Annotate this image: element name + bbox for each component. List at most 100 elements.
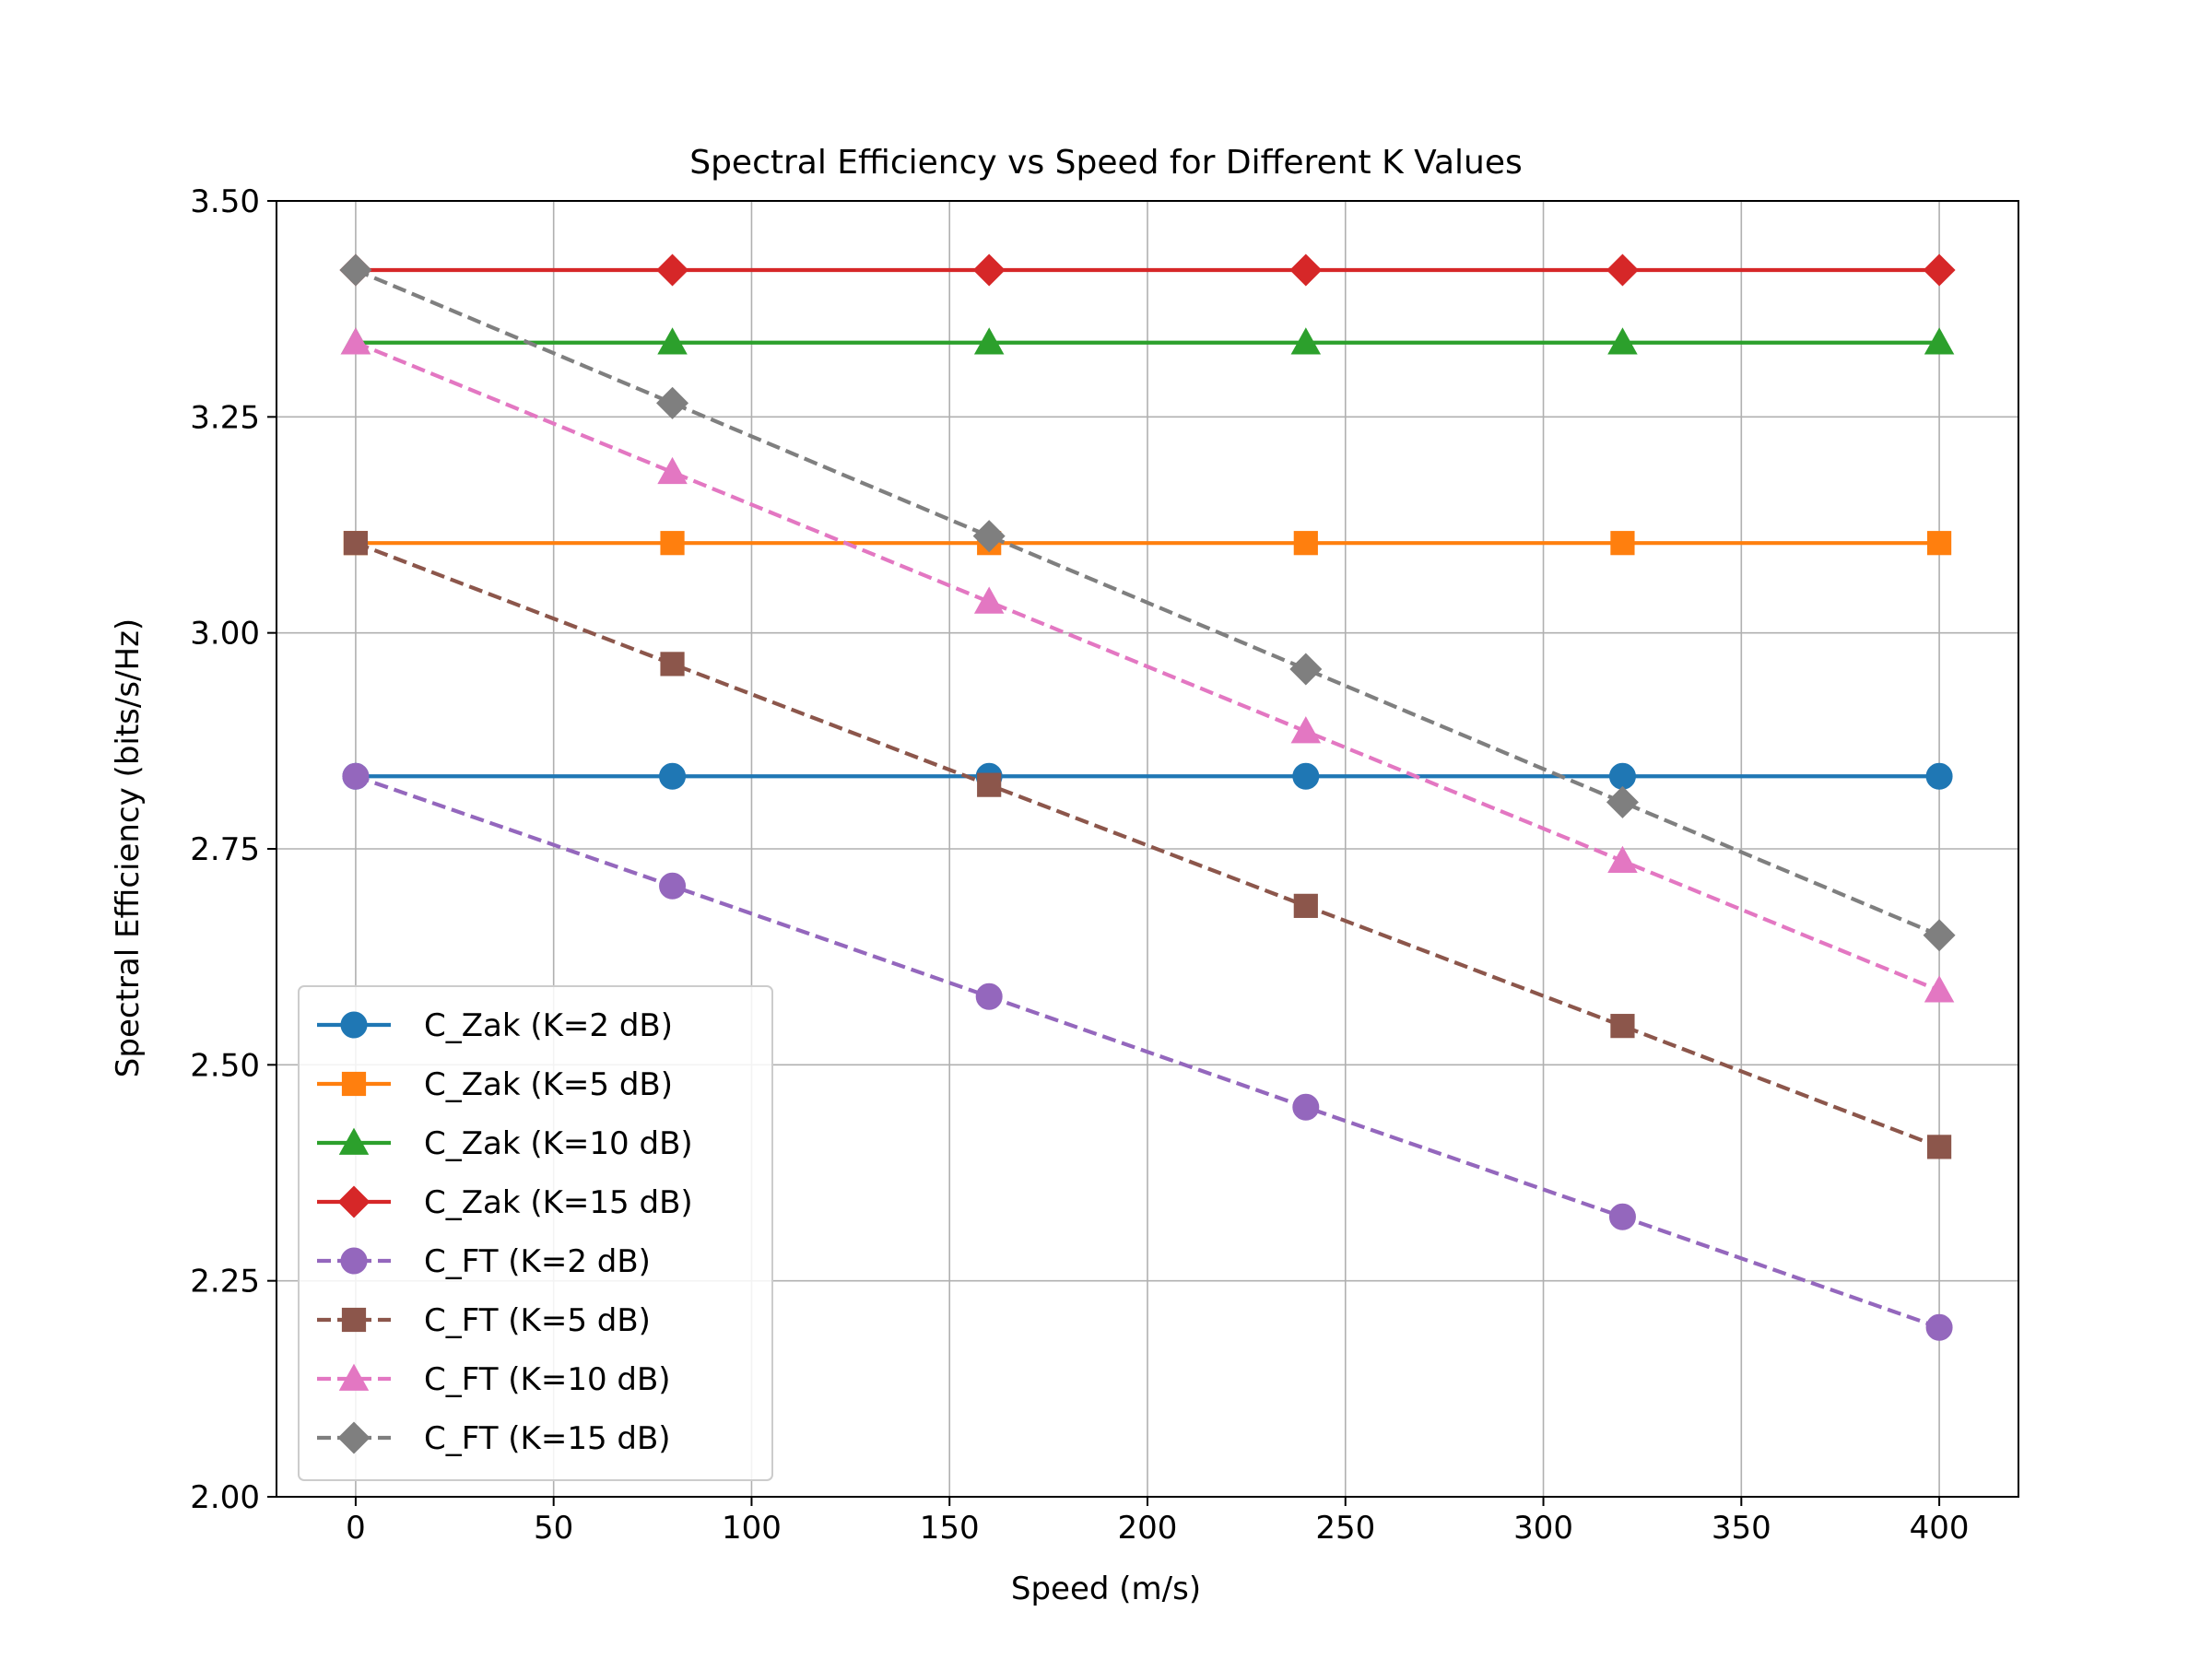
data-point	[1292, 1093, 1320, 1121]
series-line	[355, 340, 1940, 993]
data-point	[1293, 893, 1318, 918]
legend-label: C_FT (K=5 dB)	[424, 1302, 651, 1339]
data-point	[660, 531, 685, 556]
series-line	[355, 541, 1940, 1149]
data-point	[1610, 1014, 1635, 1039]
x-tick-label: 150	[920, 1510, 980, 1547]
data-point	[1610, 531, 1635, 556]
legend-item: C_Zak (K=2 dB)	[317, 1007, 673, 1044]
legend-item: C_Zak (K=10 dB)	[317, 1125, 693, 1162]
x-tick-label: 350	[1712, 1510, 1771, 1547]
data-point	[1290, 327, 1322, 355]
y-tick-label: 3.25	[190, 399, 260, 436]
data-point	[1925, 762, 1953, 790]
x-tick-label: 400	[1910, 1510, 1970, 1547]
legend-item: C_FT (K=10 dB)	[317, 1361, 671, 1398]
legend-item: C_Zak (K=5 dB)	[317, 1066, 673, 1103]
y-tick-label: 2.00	[190, 1479, 260, 1516]
legend-marker	[337, 1421, 371, 1454]
legend-label: C_Zak (K=2 dB)	[424, 1007, 673, 1044]
data-point	[659, 762, 687, 790]
legend-marker	[340, 1011, 368, 1039]
x-tick-label: 100	[722, 1510, 782, 1547]
data-point	[1606, 253, 1639, 287]
legend-marker	[341, 1307, 367, 1333]
data-point	[339, 253, 372, 287]
data-point	[1606, 785, 1639, 818]
series-8	[339, 253, 1956, 952]
data-point	[1608, 762, 1636, 790]
legend-label: C_Zak (K=10 dB)	[424, 1125, 693, 1162]
series-3	[340, 327, 1955, 355]
data-point	[1293, 531, 1318, 556]
y-tick-label: 3.50	[190, 183, 260, 220]
legend-label: C_FT (K=2 dB)	[424, 1243, 651, 1280]
legend-label: C_Zak (K=5 dB)	[424, 1066, 673, 1103]
legend-marker	[338, 1363, 370, 1391]
data-point	[1607, 845, 1638, 873]
data-point	[1924, 975, 1955, 1003]
chart-title: Spectral Efficiency vs Speed for Differe…	[689, 144, 1523, 182]
data-point	[656, 253, 689, 287]
x-tick-label: 200	[1118, 1510, 1178, 1547]
series-line	[355, 268, 1940, 937]
x-tick-label: 0	[346, 1510, 366, 1547]
data-point	[1608, 1203, 1636, 1230]
y-tick-label: 2.75	[190, 831, 260, 868]
data-point	[1926, 1135, 1952, 1159]
y-axis-label: Spectral Efficiency (bits/s/Hz)	[110, 618, 147, 1077]
data-point	[1607, 327, 1638, 355]
x-axis-label: Speed (m/s)	[1011, 1571, 1201, 1607]
x-tick-label: 300	[1513, 1510, 1573, 1547]
y-tick-label: 3.00	[190, 616, 260, 653]
data-point	[1926, 531, 1952, 556]
data-point	[1925, 1313, 1953, 1341]
data-point	[660, 652, 685, 677]
data-point	[1290, 716, 1322, 744]
legend-box	[298, 985, 773, 1481]
x-tick-label: 50	[534, 1510, 573, 1547]
data-point	[973, 327, 1005, 355]
legend-item: C_FT (K=5 dB)	[317, 1302, 651, 1339]
data-point	[973, 586, 1005, 614]
data-point	[343, 531, 369, 556]
data-point	[1924, 327, 1955, 355]
legend-item: C_Zak (K=15 dB)	[317, 1184, 693, 1221]
x-tick-label: 250	[1315, 1510, 1375, 1547]
legend-label: C_FT (K=15 dB)	[424, 1420, 671, 1457]
data-point	[975, 982, 1003, 1010]
y-axis-ticks: 2.00 2.25 2.50 2.75 3.00 3.25 3.50	[190, 183, 276, 1516]
x-axis-ticks: 0 50 100 150 200 250 300 350 400	[346, 1497, 1970, 1547]
data-point	[657, 327, 688, 355]
series-6	[343, 531, 1952, 1159]
series-5	[342, 762, 1953, 1341]
plot-series	[339, 253, 1956, 1341]
data-point	[340, 327, 371, 355]
data-point	[1923, 253, 1956, 287]
legend-marker	[341, 1071, 367, 1097]
data-point	[1923, 919, 1956, 952]
series-line	[355, 774, 1940, 1330]
data-point	[1289, 653, 1323, 686]
data-point	[972, 253, 1006, 287]
legend-item: C_FT (K=2 dB)	[317, 1243, 651, 1280]
data-point	[656, 386, 689, 419]
data-point	[659, 872, 687, 900]
legend-label: C_FT (K=10 dB)	[424, 1361, 671, 1398]
legend-marker	[338, 1127, 370, 1155]
legend-marker	[337, 1185, 371, 1218]
y-tick-label: 2.25	[190, 1264, 260, 1300]
legend-marker	[340, 1247, 368, 1275]
legend-label: C_Zak (K=15 dB)	[424, 1184, 693, 1221]
data-point	[1292, 762, 1320, 790]
data-point	[972, 520, 1006, 553]
series-7	[340, 327, 1955, 1003]
legend-item: C_FT (K=15 dB)	[317, 1420, 671, 1457]
y-tick-label: 2.50	[190, 1047, 260, 1084]
data-point	[342, 762, 370, 790]
data-point	[1289, 253, 1323, 287]
legend: C_Zak (K=2 dB) C_Zak (K=5 dB) C_Zak (K=10 …	[298, 985, 773, 1481]
data-point	[977, 772, 1002, 797]
data-point	[657, 456, 688, 485]
